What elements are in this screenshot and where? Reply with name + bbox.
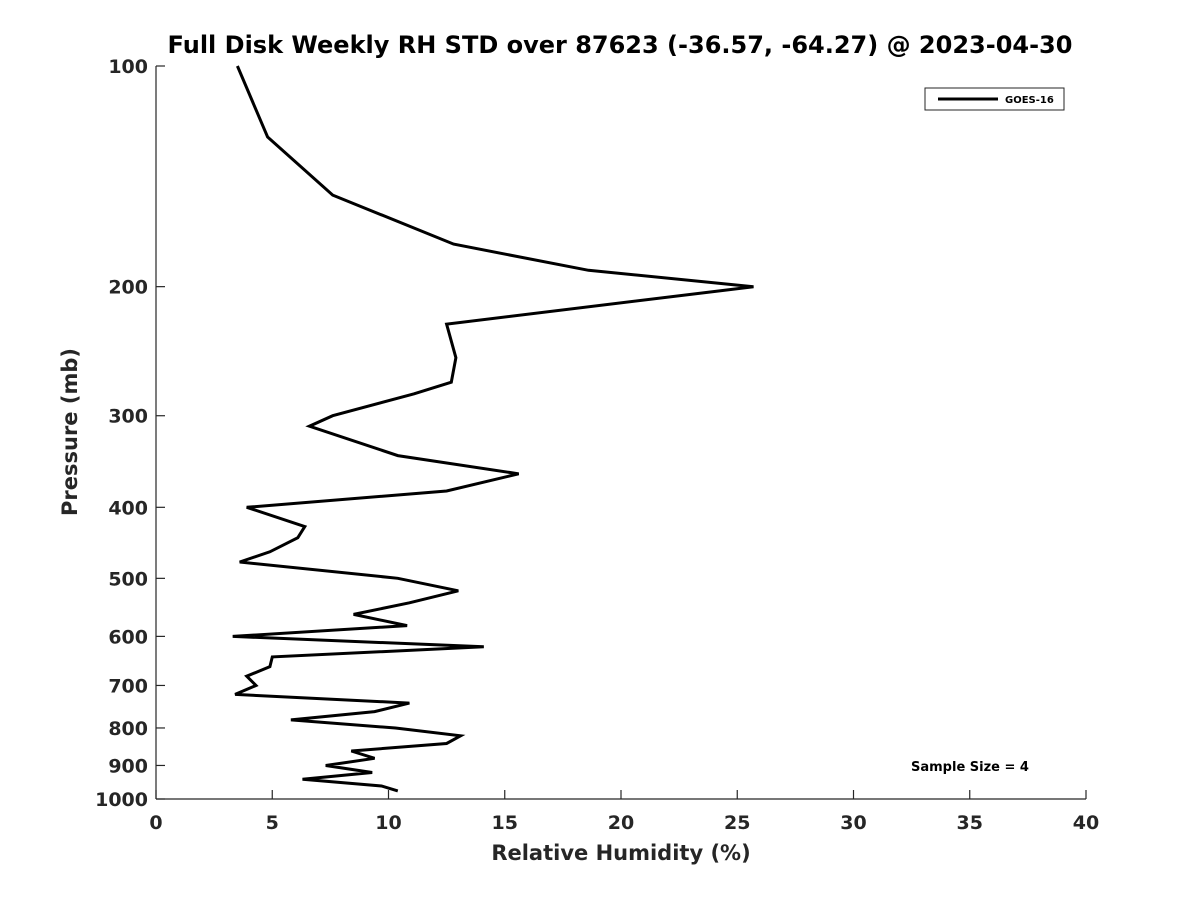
legend: GOES-16 (924, 87, 1065, 111)
legend-label-goes-16: GOES-16 (1005, 95, 1054, 106)
y-tick-label: 500 (108, 568, 148, 590)
x-tick-label: 15 (492, 812, 518, 834)
series-layer (232, 65, 754, 793)
y-tick-label: 700 (108, 675, 148, 697)
y-tick-label: 200 (108, 277, 148, 299)
y-tick-label: 400 (108, 497, 148, 519)
x-tick-label: 35 (957, 812, 983, 834)
y-tick-label: 300 (108, 406, 148, 428)
x-tick-label: 30 (840, 812, 866, 834)
x-tick-label: 10 (375, 812, 401, 834)
series-line-goes-16 (232, 65, 754, 793)
x-axis-ticks: 0 5 10 15 20 25 30 35 40 (149, 790, 1099, 834)
x-tick-label: 25 (724, 812, 750, 834)
y-axis-label: Pressure (mb) (58, 348, 82, 516)
x-tick-label: 0 (149, 812, 162, 834)
y-tick-label: 900 (108, 755, 148, 777)
chart-title: Full Disk Weekly RH STD over 87623 (-36.… (168, 31, 1073, 59)
x-axis-label: Relative Humidity (%) (491, 841, 750, 865)
sample-size-annotation: Sample Size = 4 (911, 760, 1029, 775)
x-tick-label: 5 (266, 812, 279, 834)
y-tick-label: 600 (108, 626, 148, 648)
x-tick-label: 40 (1073, 812, 1099, 834)
y-tick-label: 800 (108, 718, 148, 740)
y-tick-label: 1000 (95, 789, 148, 811)
x-tick-label: 20 (608, 812, 634, 834)
y-axis-ticks: 100 200 300 400 500 600 700 800 900 1000 (95, 56, 165, 811)
y-tick-label: 100 (108, 56, 148, 78)
